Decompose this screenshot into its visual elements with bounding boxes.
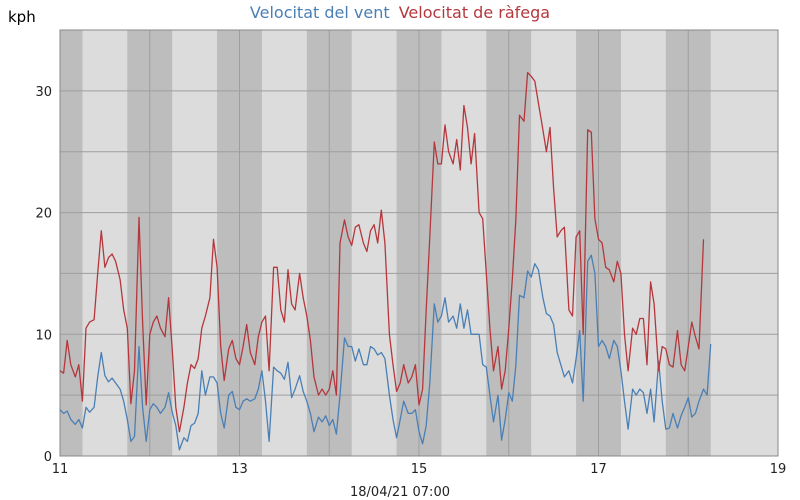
x-tick-label: 13 [231, 462, 248, 477]
axis-ticks: 0 10 20 30 11 13 15 17 19 [35, 85, 786, 477]
y-tick-label: 0 [44, 450, 52, 465]
x-tick-label: 19 [770, 462, 787, 477]
plot-frame [59, 29, 779, 457]
title-wind-speed: Velocitat del vent [250, 3, 390, 22]
series-lines [59, 71, 712, 451]
x-tick-label: 15 [411, 462, 428, 477]
x-tick-label: 17 [590, 462, 607, 477]
x-tick-label: 11 [52, 462, 69, 477]
night-band-0 [60, 30, 83, 456]
grid-lines [59, 29, 779, 457]
x-axis-footer-label: 18/04/21 07:00 [350, 485, 450, 500]
y-tick-label: 10 [35, 328, 52, 343]
y-tick-label: 30 [35, 85, 52, 100]
chart-title: Velocitat del vent Velocitat de ràfega [250, 3, 550, 22]
gust-speed-line [59, 71, 705, 433]
title-gust-speed: Velocitat de ràfega [399, 3, 550, 22]
y-axis-unit-label: kph [8, 8, 36, 26]
wind-speed-line [59, 254, 712, 451]
y-tick-label: 20 [35, 207, 52, 222]
